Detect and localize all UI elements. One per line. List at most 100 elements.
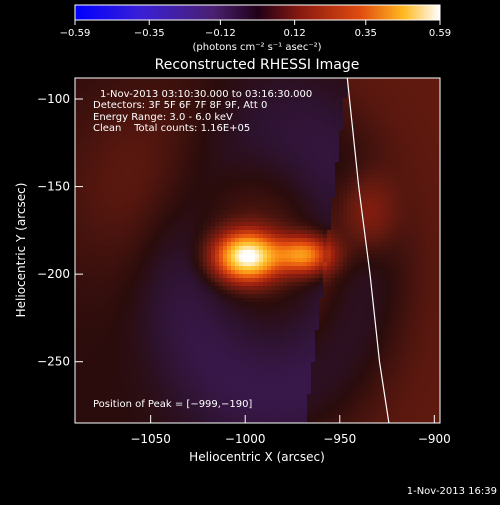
heatmap-cell: [143, 154, 147, 158]
heatmap-cell: [315, 274, 319, 278]
heatmap-cell: [271, 114, 275, 118]
heatmap-cell: [307, 102, 311, 106]
heatmap-cell: [243, 146, 247, 150]
heatmap-cell: [195, 250, 199, 254]
heatmap-cell: [147, 282, 151, 286]
heatmap-cell: [387, 254, 391, 258]
heatmap-cell: [83, 78, 87, 82]
heatmap-cell: [399, 130, 403, 134]
heatmap-cell: [431, 258, 435, 262]
heatmap-cell: [371, 154, 375, 158]
heatmap-cell: [407, 238, 411, 242]
heatmap-cell: [95, 286, 99, 290]
heatmap-cell: [367, 158, 371, 162]
heatmap-cell: [207, 78, 211, 82]
heatmap-cell: [407, 170, 411, 174]
heatmap-cell: [179, 278, 183, 282]
heatmap-cell: [371, 122, 375, 126]
heatmap-cell: [331, 102, 335, 106]
heatmap-cell: [383, 230, 387, 234]
heatmap-cell: [407, 174, 411, 178]
heatmap-cell: [251, 146, 255, 150]
heatmap-cell: [259, 238, 263, 242]
heatmap-cell: [163, 170, 167, 174]
heatmap-cell: [427, 206, 431, 210]
heatmap-cell: [191, 182, 195, 186]
heatmap-cell: [315, 210, 319, 214]
heatmap-cell: [267, 242, 271, 246]
heatmap-cell: [83, 90, 87, 94]
heatmap-cell: [135, 142, 139, 146]
heatmap-cell: [431, 270, 435, 274]
heatmap-cell: [395, 246, 399, 250]
heatmap-cell: [351, 82, 355, 86]
heatmap-cell: [415, 170, 419, 174]
heatmap-cell: [363, 290, 367, 294]
heatmap-cell: [99, 162, 103, 166]
heatmap-cell: [395, 286, 399, 290]
heatmap-cell: [359, 174, 363, 178]
heatmap-cell: [207, 278, 211, 282]
heatmap-cell: [95, 174, 99, 178]
heatmap-cell: [279, 114, 283, 118]
heatmap-cell: [191, 266, 195, 270]
heatmap-cell: [203, 242, 207, 246]
heatmap-cell: [283, 146, 287, 150]
heatmap-cell: [191, 226, 195, 230]
heatmap-cell: [271, 154, 275, 158]
heatmap-cell: [331, 270, 335, 274]
heatmap-cell: [387, 278, 391, 282]
heatmap-cell: [363, 134, 367, 138]
heatmap-cell: [359, 270, 363, 274]
heatmap-cell: [399, 290, 403, 294]
heatmap-cell: [255, 146, 259, 150]
heatmap-cell: [327, 90, 331, 94]
heatmap-cell: [335, 290, 339, 294]
heatmap-cell: [403, 190, 407, 194]
heatmap-cell: [159, 206, 163, 210]
heatmap-cell: [403, 174, 407, 178]
heatmap-cell: [267, 210, 271, 214]
heatmap-cell: [123, 166, 127, 170]
heatmap-cell: [79, 190, 83, 194]
heatmap-cell: [187, 266, 191, 270]
heatmap-cell: [363, 266, 367, 270]
heatmap-cell: [215, 178, 219, 182]
heatmap-cell: [155, 226, 159, 230]
heatmap-cell: [395, 110, 399, 114]
heatmap-cell: [87, 294, 91, 298]
heatmap-cell: [383, 242, 387, 246]
heatmap-cell: [415, 158, 419, 162]
heatmap-cell: [219, 214, 223, 218]
heatmap-cell: [419, 282, 423, 286]
heatmap-cell: [407, 94, 411, 98]
heatmap-cell: [111, 78, 115, 82]
heatmap-cell: [91, 286, 95, 290]
heatmap-cell: [203, 278, 207, 282]
heatmap-cell: [267, 162, 271, 166]
heatmap-cell: [355, 134, 359, 138]
heatmap-cell: [91, 282, 95, 286]
heatmap-cell: [271, 198, 275, 202]
heatmap-cell: [87, 82, 91, 86]
heatmap-cell: [359, 266, 363, 270]
heatmap-cell: [219, 78, 223, 82]
heatmap-cell: [147, 226, 151, 230]
heatmap-cell: [283, 194, 287, 198]
heatmap-cell: [331, 250, 335, 254]
heatmap-cell: [359, 170, 363, 174]
heatmap-cell: [223, 162, 227, 166]
heatmap-cell: [183, 218, 187, 222]
heatmap-cell: [87, 254, 91, 258]
heatmap-cell: [147, 146, 151, 150]
heatmap-cell: [263, 138, 267, 142]
heatmap-cell: [427, 182, 431, 186]
heatmap-cell: [99, 158, 103, 162]
heatmap-cell: [399, 210, 403, 214]
heatmap-cell: [287, 126, 291, 130]
heatmap-cell: [299, 286, 303, 290]
heatmap-cell: [163, 222, 167, 226]
heatmap-cell: [303, 226, 307, 230]
heatmap-cell: [99, 278, 103, 282]
heatmap-cell: [227, 226, 231, 230]
